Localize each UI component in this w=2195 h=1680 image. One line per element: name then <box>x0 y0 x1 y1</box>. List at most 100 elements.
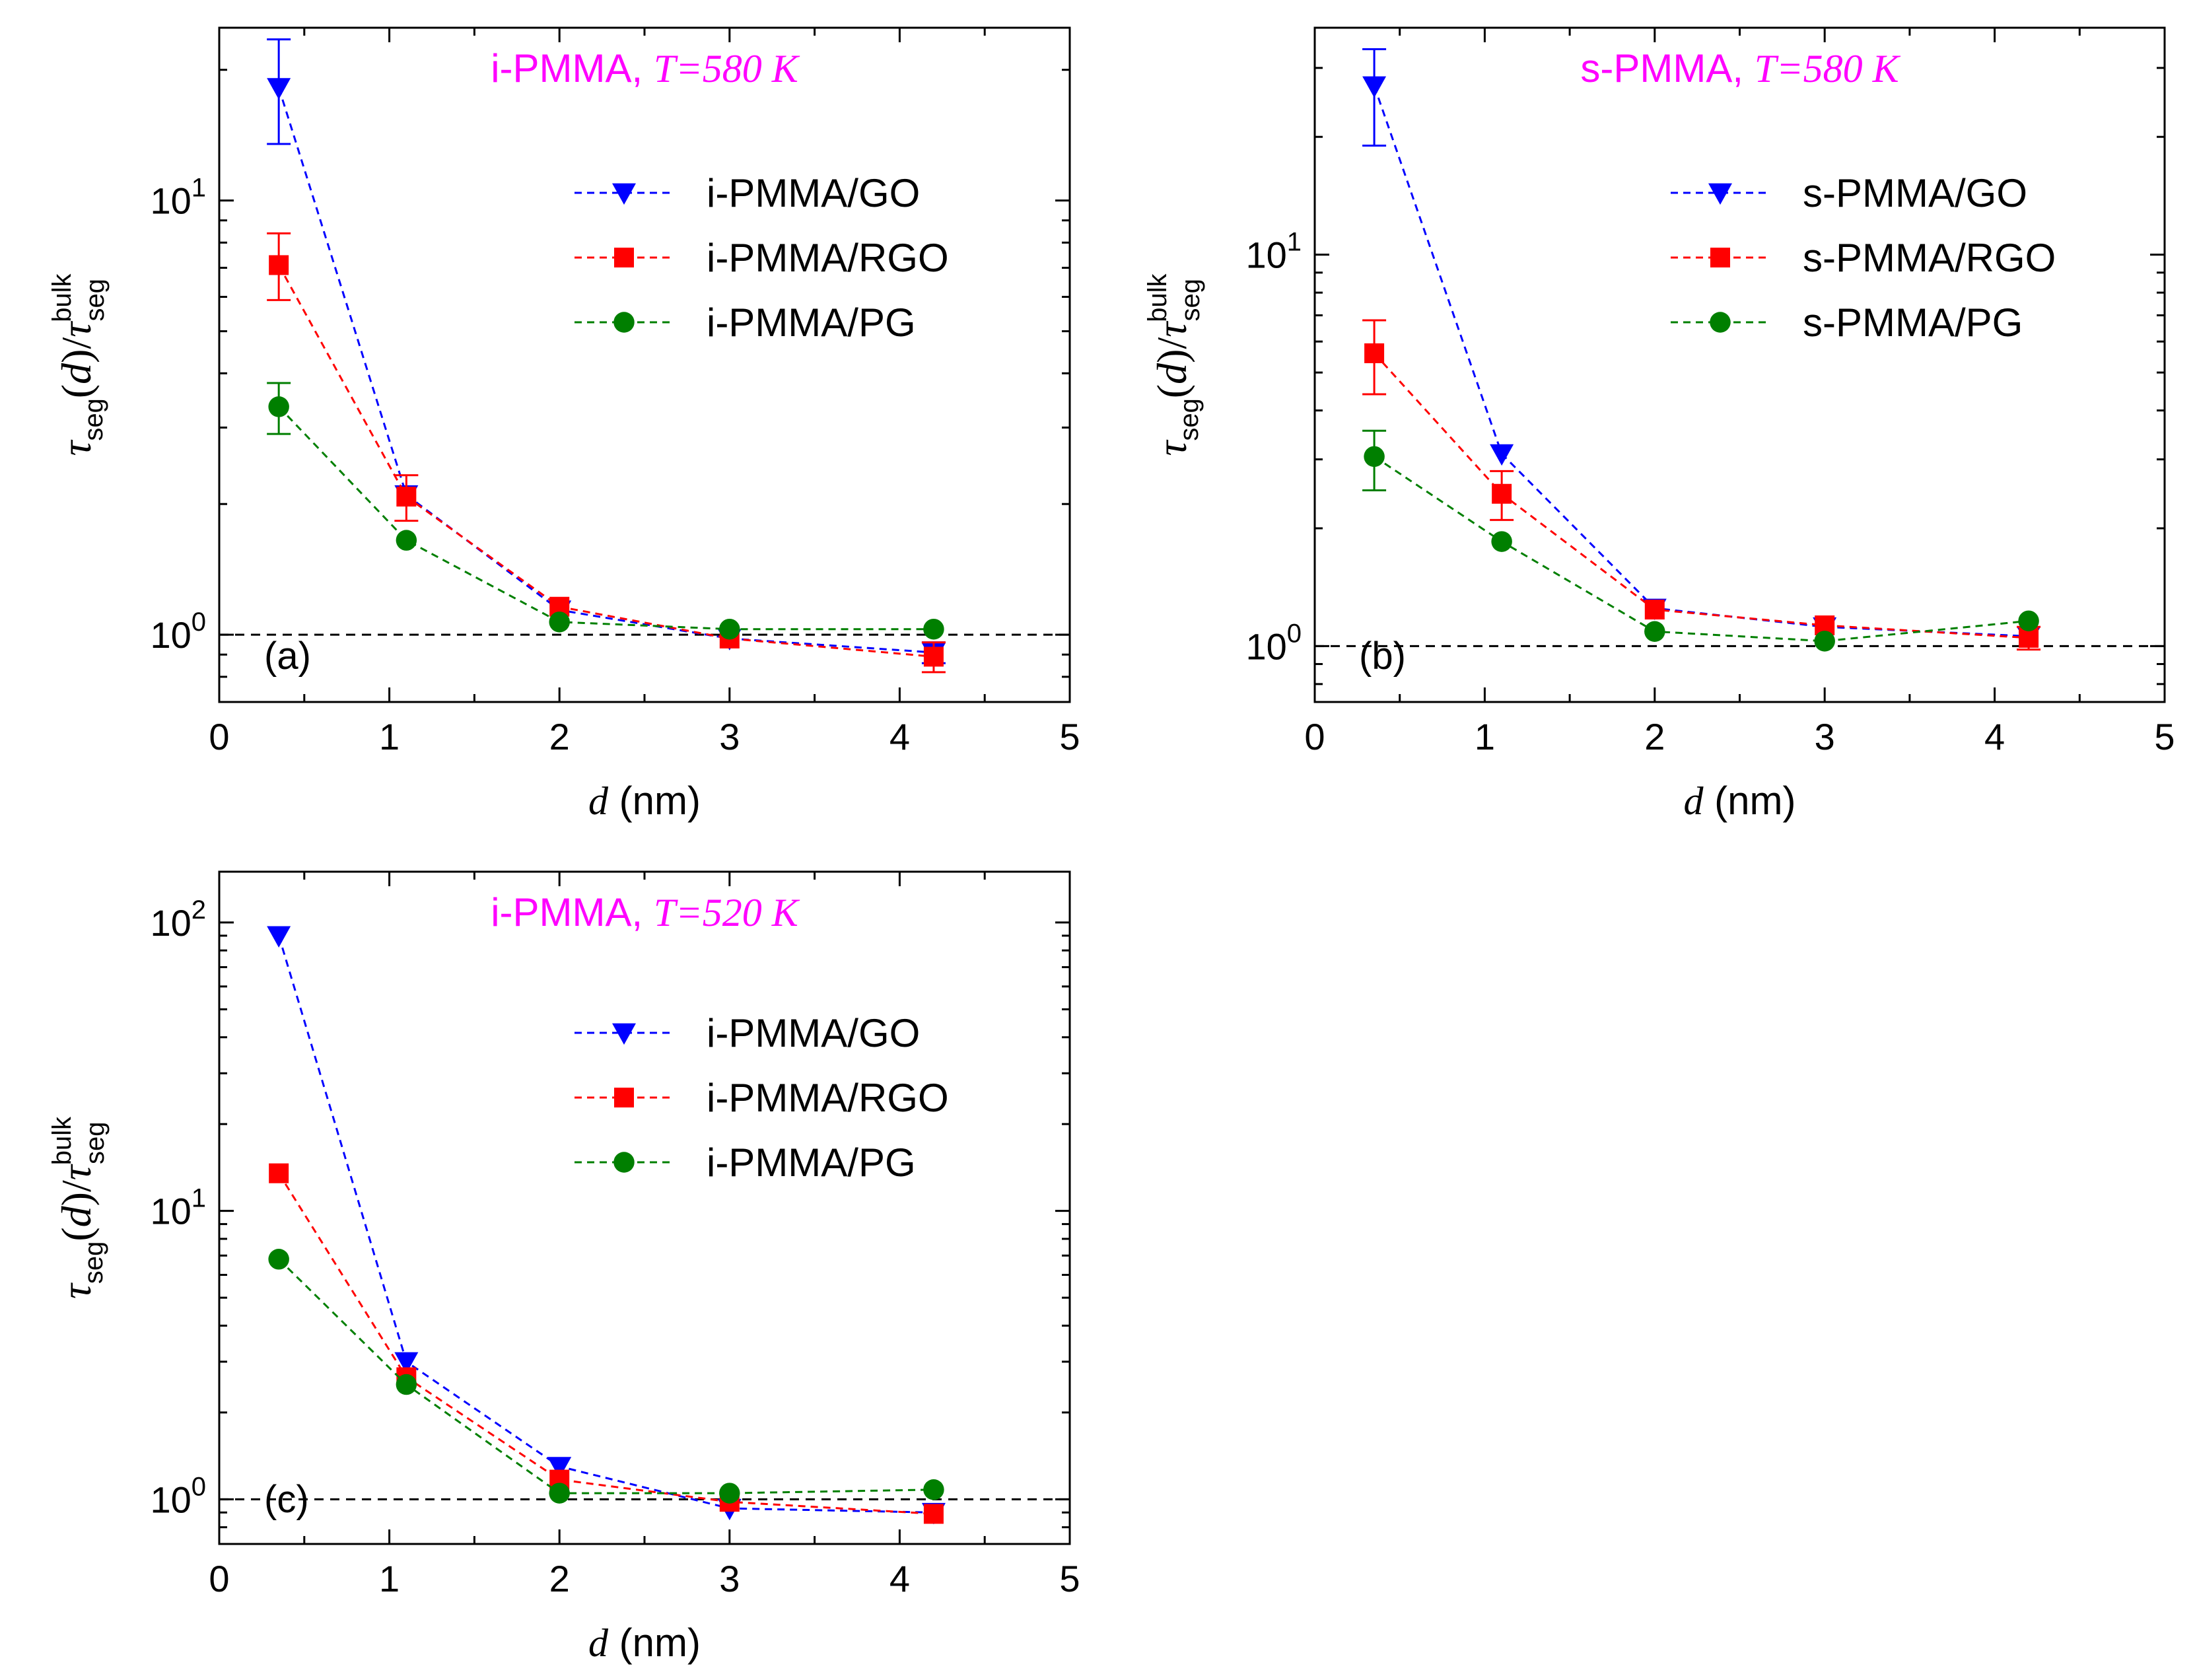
x-label-variable: d <box>1684 779 1704 823</box>
data-point <box>268 1249 289 1270</box>
x-tick-label: 5 <box>1059 716 1080 757</box>
plot-frame <box>218 870 1071 1545</box>
data-point <box>923 1479 944 1500</box>
series-PG <box>268 1249 944 1504</box>
legend-label: s-PMMA/RGO <box>1803 236 2056 280</box>
data-point <box>549 1483 570 1504</box>
legend-label: i-PMMA/PG <box>707 300 916 345</box>
legend-label: i-PMMA/PG <box>707 1140 916 1185</box>
legend-marker <box>614 248 634 267</box>
y-tick-base: 10 <box>1245 625 1286 667</box>
x-tick-label: 0 <box>209 716 229 757</box>
data-point <box>719 1483 740 1504</box>
legend-label: s-PMMA/PG <box>1803 300 2023 345</box>
data-point <box>1491 531 1512 552</box>
x-label-unit: (nm) <box>608 779 701 823</box>
y-label-seg: seg <box>1176 279 1205 322</box>
series-RGO <box>267 232 946 674</box>
y-label-seg: seg <box>81 279 110 322</box>
x-tick-label: 1 <box>1475 716 1495 757</box>
data-point <box>1364 343 1385 363</box>
x-tick-label: 1 <box>379 716 400 757</box>
data-point <box>267 78 291 100</box>
x-tick-label: 0 <box>1304 716 1325 757</box>
x-tick-label: 3 <box>719 1558 740 1599</box>
x-label-variable: d <box>588 779 609 823</box>
y-label-d: d <box>1148 363 1195 384</box>
data-point <box>1362 76 1387 98</box>
legend-label: s-PMMA/GO <box>1803 171 2027 215</box>
legend-label: i-PMMA/RGO <box>707 236 949 280</box>
plot-frame <box>1313 26 2166 703</box>
chart-title: s-PMMA, T=580 K <box>1580 46 1900 90</box>
chart-panel-2: 0 1 2 3 4 5100101s-PMMA/GOs-PMMA/RGOs-PMMA/PG… <box>1143 26 2175 823</box>
title-variable: T <box>1755 47 1779 90</box>
data-point <box>1490 444 1514 466</box>
x-axis-label: d (nm) <box>588 1621 701 1665</box>
y-tick-label: 100 <box>150 608 206 656</box>
y-label-tau: τ <box>53 321 100 337</box>
y-tick-exponent: 0 <box>1287 619 1302 648</box>
y-label-seg: seg <box>81 1121 110 1164</box>
y-label-paren: ( <box>1148 384 1195 398</box>
x-tick-label: 3 <box>1815 716 1835 757</box>
title-suffix: =520 K <box>676 891 800 934</box>
data-point <box>923 618 944 640</box>
y-label-tau: τ <box>53 1282 100 1299</box>
series-line <box>278 1258 934 1494</box>
data-point <box>268 396 289 417</box>
x-tick-label: 5 <box>1059 1558 1080 1599</box>
series-RGO <box>1362 319 2041 651</box>
x-tick-label: 4 <box>889 1558 910 1599</box>
series-line <box>277 1172 934 1515</box>
data-point <box>923 647 944 667</box>
data-point <box>1364 446 1385 468</box>
chart-title: i-PMMA, T=580 K <box>491 46 800 90</box>
y-label-bulk: bulk <box>48 1116 77 1165</box>
x-axis-label: d (nm) <box>588 779 701 823</box>
data-point <box>719 618 740 640</box>
data-point <box>2018 610 2039 631</box>
legend-marker <box>1710 312 1731 333</box>
chart-title: i-PMMA, T=520 K <box>491 890 800 934</box>
title-prefix: i-PMMA, <box>491 46 654 90</box>
y-tick-base: 10 <box>150 1191 191 1232</box>
title-prefix: i-PMMA, <box>491 890 654 934</box>
panel-tag: (b) <box>1359 635 1406 678</box>
data-point <box>1644 621 1665 642</box>
y-label-seg: seg <box>79 398 108 441</box>
series-GO <box>267 38 946 665</box>
data-point <box>396 530 417 551</box>
data-point <box>269 1163 289 1183</box>
y-tick-base: 10 <box>150 614 191 656</box>
y-tick-label: 101 <box>150 174 206 222</box>
data-point <box>396 487 417 507</box>
title-variable: T <box>654 891 678 934</box>
title-suffix: =580 K <box>676 47 800 90</box>
y-label-seg: seg <box>79 1242 108 1284</box>
y-label-paren: ( <box>53 1227 100 1241</box>
y-label-tau: τ <box>53 440 100 456</box>
x-label-variable: d <box>588 1621 609 1665</box>
data-point <box>547 1457 572 1479</box>
series-PG <box>1362 429 2039 652</box>
x-tick-label: 2 <box>549 1558 570 1599</box>
panel-tag: (c) <box>264 1478 309 1521</box>
series-RGO <box>269 1163 944 1524</box>
title-prefix: s-PMMA, <box>1580 46 1754 90</box>
plot-frame <box>218 26 1071 703</box>
y-label-bulk: bulk <box>48 273 77 322</box>
y-label-paren: )/ <box>53 337 100 363</box>
y-tick-label: 100 <box>1245 619 1302 667</box>
series-line <box>1373 352 2029 639</box>
y-label-paren: )/ <box>53 1180 100 1206</box>
chart-panel-3: 0 1 2 3 4 5100101102i-PMMA/GOi-PMMA/RGOi-PMMA… <box>48 870 1080 1665</box>
series-GO <box>1362 48 2041 648</box>
data-point <box>1814 631 1835 652</box>
y-tick-label: 101 <box>1245 228 1302 276</box>
y-label-d: d <box>53 1205 100 1227</box>
data-point <box>269 255 289 275</box>
y-tick-label: 100 <box>150 1472 206 1520</box>
